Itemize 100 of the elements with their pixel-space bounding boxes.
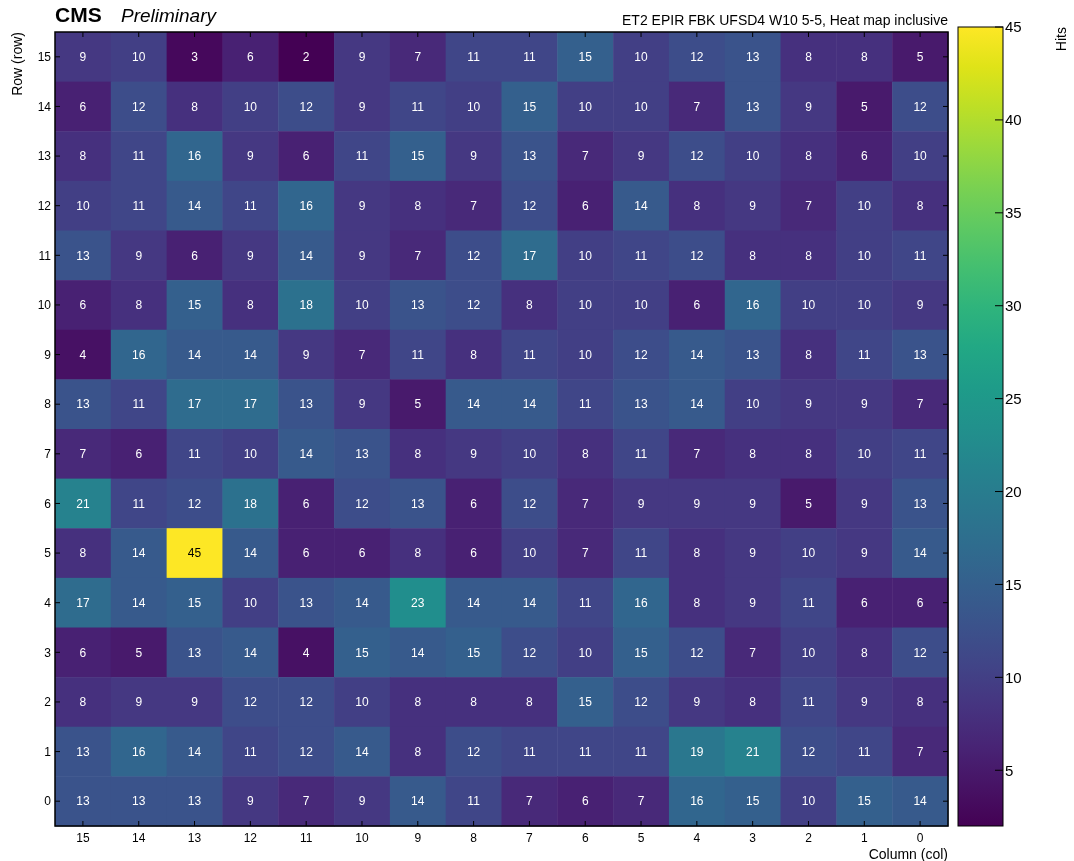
data-label: 6 xyxy=(470,496,478,511)
data-label: 8 xyxy=(414,744,422,759)
data-label: 7 xyxy=(470,198,478,213)
data-label: 8 xyxy=(693,546,701,561)
data-label: 12 xyxy=(466,248,481,263)
data-label: 7 xyxy=(693,99,701,114)
data-label: 5 xyxy=(135,645,143,660)
y-tick-label: 1 xyxy=(44,744,52,759)
data-label: 13 xyxy=(187,645,202,660)
data-label: 11 xyxy=(634,744,648,759)
data-label: 11 xyxy=(244,198,257,213)
data-label: 10 xyxy=(466,99,481,114)
data-label: 6 xyxy=(247,50,254,65)
data-label: 8 xyxy=(860,645,868,660)
data-label: 11 xyxy=(411,99,425,114)
data-label: 16 xyxy=(634,595,649,610)
data-label: 9 xyxy=(358,99,366,114)
data-label: 12 xyxy=(355,496,369,511)
data-label: 8 xyxy=(916,198,924,213)
data-label: 7 xyxy=(916,744,924,759)
data-label: 12 xyxy=(634,695,649,710)
data-label: 11 xyxy=(913,447,927,462)
data-label: 8 xyxy=(79,546,87,561)
data-label: 10 xyxy=(76,198,90,213)
data-label: 9 xyxy=(470,149,478,164)
y-tick-label: 2 xyxy=(44,695,52,710)
data-label: 13 xyxy=(76,744,90,759)
data-label: 12 xyxy=(466,298,481,313)
x-tick-label: 6 xyxy=(581,831,589,845)
data-label: 14 xyxy=(243,645,258,660)
data-label: 9 xyxy=(247,149,254,164)
x-tick-label: 3 xyxy=(749,831,757,845)
data-label: 12 xyxy=(299,695,314,710)
data-label: 12 xyxy=(466,744,481,759)
data-label: 5 xyxy=(916,50,924,65)
data-label: 11 xyxy=(132,149,146,164)
data-label: 10 xyxy=(578,248,593,263)
data-label: 18 xyxy=(243,496,258,511)
data-label: 11 xyxy=(188,447,202,462)
data-label: 16 xyxy=(745,298,760,313)
data-label: 9 xyxy=(749,198,757,213)
data-label: 10 xyxy=(857,298,872,313)
data-label: 7 xyxy=(79,447,87,462)
data-label: 11 xyxy=(802,595,816,610)
y-tick-label: 11 xyxy=(38,248,52,263)
color-bar-label: 15 xyxy=(1005,575,1022,593)
data-label: 7 xyxy=(581,149,589,164)
data-label: 10 xyxy=(355,695,369,710)
data-label: 11 xyxy=(858,347,871,362)
data-label: 13 xyxy=(76,397,90,412)
data-label: 6 xyxy=(79,99,87,114)
data-label: 9 xyxy=(805,397,813,412)
y-tick-label: 14 xyxy=(37,99,52,114)
data-label: 10 xyxy=(745,149,760,164)
data-label: 11 xyxy=(634,447,648,462)
data-label: 10 xyxy=(857,198,872,213)
data-label: 10 xyxy=(243,595,258,610)
data-label: 7 xyxy=(302,794,310,809)
data-label: 12 xyxy=(690,50,704,65)
data-label: 14 xyxy=(913,546,928,561)
data-label: 9 xyxy=(358,248,366,263)
data-label: 12 xyxy=(522,496,537,511)
data-label: 10 xyxy=(578,347,593,362)
data-label: 15 xyxy=(355,645,369,660)
data-label: 12 xyxy=(299,744,314,759)
x-tick-label: 13 xyxy=(187,831,202,845)
data-label: 21 xyxy=(76,496,90,511)
x-tick-label: 12 xyxy=(243,831,258,845)
data-label: 6 xyxy=(693,298,701,313)
data-label: 11 xyxy=(132,496,146,511)
data-label: 13 xyxy=(355,447,369,462)
data-label: 7 xyxy=(693,447,701,462)
data-label: 13 xyxy=(187,794,202,809)
data-label: 9 xyxy=(637,496,645,511)
x-tick-label: 14 xyxy=(132,831,146,845)
data-label: 6 xyxy=(581,794,589,809)
y-tick-label: 8 xyxy=(44,397,52,412)
data-label: 8 xyxy=(79,149,87,164)
data-label: 6 xyxy=(302,496,310,511)
data-label: 11 xyxy=(578,397,592,412)
data-label: 8 xyxy=(79,695,87,710)
data-label: 15 xyxy=(187,595,202,610)
data-label: 13 xyxy=(76,248,90,263)
data-label: 7 xyxy=(414,50,422,65)
data-label: 4 xyxy=(79,347,87,362)
chart-subtitle: Preliminary xyxy=(121,5,218,26)
data-label: 11 xyxy=(523,347,536,362)
data-label: 14 xyxy=(243,546,258,561)
data-label: 8 xyxy=(414,695,422,710)
y-tick-label: 13 xyxy=(37,149,52,164)
data-label: 9 xyxy=(302,347,310,362)
data-label: 9 xyxy=(860,397,868,412)
data-label: 10 xyxy=(801,794,816,809)
data-label: 14 xyxy=(132,595,146,610)
data-label: 10 xyxy=(578,645,593,660)
color-bar-label: 30 xyxy=(1005,296,1022,314)
data-label: 13 xyxy=(913,347,928,362)
data-label: 14 xyxy=(411,645,425,660)
y-axis-title: Row (row) xyxy=(9,32,25,96)
data-label: 8 xyxy=(749,248,757,263)
